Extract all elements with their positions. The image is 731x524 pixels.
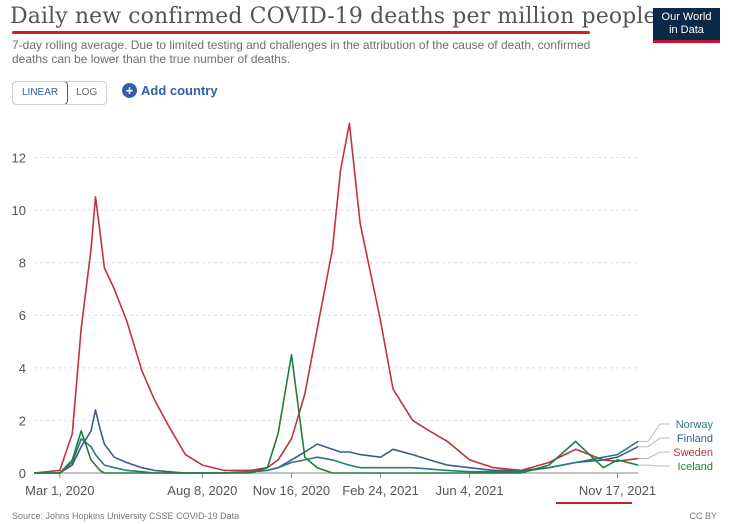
y-tick-label: 10	[12, 203, 26, 218]
legend-connector	[638, 464, 670, 467]
series-line-sweden	[33, 122, 639, 474]
x-tick-label: Aug 8, 2020	[167, 483, 237, 498]
y-tick-label: 6	[19, 308, 26, 323]
series-label-norway: Norway	[676, 419, 714, 431]
y-tick-label: 8	[19, 256, 26, 271]
series-label-finland: Finland	[677, 433, 713, 445]
series-line-iceland	[34, 353, 639, 474]
chart-subtitle: 7-day rolling average. Due to limited te…	[12, 38, 591, 66]
plus-icon: +	[122, 83, 137, 98]
linear-scale-button[interactable]: LINEAR	[13, 82, 69, 104]
title-underline-annotation	[12, 31, 590, 34]
x-tick-label: Jun 4, 2021	[436, 483, 504, 498]
series-line-norway	[34, 437, 639, 474]
y-tick-label: 0	[19, 466, 26, 481]
license-note: CC BY	[689, 511, 717, 521]
y-tick-label: 12	[12, 150, 26, 165]
y-tick-label: 2	[19, 413, 26, 428]
series-label-iceland: Iceland	[678, 461, 713, 473]
add-country-button[interactable]: + Add country	[122, 83, 218, 98]
x-tick-label: Nov 17, 2021	[579, 483, 656, 498]
add-country-label: Add country	[141, 83, 218, 98]
legend-connector	[638, 437, 670, 448]
series-label-sweden: Sweden	[673, 447, 713, 459]
legend-connector	[638, 451, 670, 459]
x-tick-label: Mar 1, 2020	[25, 483, 94, 498]
x-tick-label: Feb 24, 2021	[342, 483, 419, 498]
logo-line2: in Data	[669, 24, 704, 36]
date-underline-annotation	[556, 502, 632, 504]
series-line-finland	[34, 409, 639, 474]
legend-connector	[638, 423, 670, 442]
log-scale-button[interactable]: LOG	[76, 87, 98, 98]
owid-logo[interactable]: Our World in Data	[653, 8, 720, 43]
y-tick-label: 4	[19, 361, 26, 376]
logo-line1: Our World	[661, 11, 712, 23]
source-note: Source: Johns Hopkins University CSSE CO…	[12, 511, 240, 521]
chart-title: Daily new confirmed COVID-19 deaths per …	[10, 4, 657, 29]
scale-toggle: LINEAR LOG	[12, 81, 108, 105]
x-tick-label: Nov 16, 2020	[253, 483, 330, 498]
